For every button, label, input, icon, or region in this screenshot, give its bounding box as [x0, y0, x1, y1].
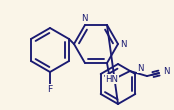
- Text: N: N: [120, 39, 126, 49]
- Text: F: F: [47, 84, 53, 94]
- Text: N: N: [163, 67, 169, 76]
- Text: HN: HN: [105, 75, 118, 84]
- Text: N: N: [137, 64, 144, 73]
- Text: N: N: [81, 14, 87, 23]
